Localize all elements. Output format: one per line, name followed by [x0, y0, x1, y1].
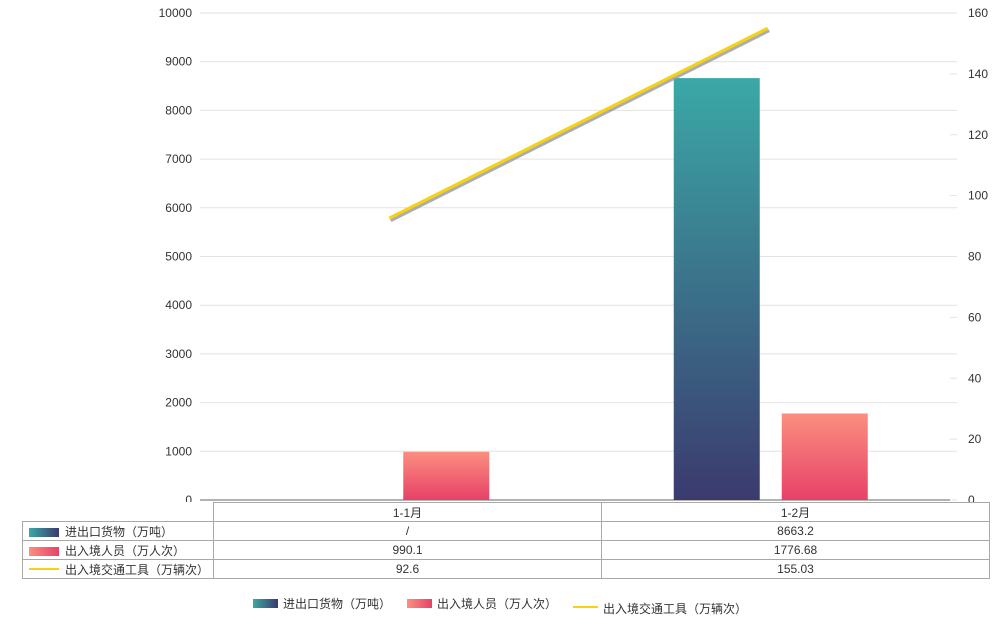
right-axis-tick: 140: [968, 67, 988, 81]
left-axis-tick: 3000: [165, 347, 192, 361]
right-axis-tick: 60: [968, 310, 982, 324]
legend-item-label: 出入境人员（万人次）: [436, 597, 557, 611]
left-axis-tick: 0: [185, 493, 192, 502]
right-axis-tick: 80: [968, 250, 982, 264]
table-header-row: 1-1月 1-2月: [23, 502, 991, 522]
legend-item-entry-exit-vehicles[interactable]: 出入境交通工具（万辆次）: [573, 600, 747, 617]
right-axis-tick: 20: [968, 432, 982, 446]
line-shadow-entry-exit-vehicles: [390, 29, 770, 222]
legend-swatch-import-export-cargo: [252, 599, 278, 608]
legend-swatch-entry-exit-passengers: [29, 546, 59, 556]
combo-chart: 0100020003000400050006000700080009000100…: [159, 6, 989, 502]
right-axis-tick: 0: [968, 493, 975, 502]
legend-line-swatch-entry-exit-vehicles: [29, 567, 59, 570]
table-row: 进出口货物（万吨）/8663.2: [21, 521, 991, 541]
table-value-cell: 155.03: [601, 559, 991, 579]
left-axis-tick: 8000: [165, 103, 192, 117]
legend-item-import-export-cargo[interactable]: 进出口货物（万吨）: [252, 595, 391, 612]
bar-entry-exit-passengers-1[interactable]: [781, 413, 868, 500]
left-axis-tick: 4000: [165, 298, 192, 312]
legend-swatch-import-export-cargo: [29, 527, 59, 537]
legend-item-label: 进出口货物（万吨）: [282, 597, 391, 611]
table-value-cell: /: [213, 521, 603, 541]
left-axis-tick: 10000: [159, 6, 193, 20]
legend-item-entry-exit-passengers[interactable]: 出入境人员（万人次）: [406, 595, 557, 612]
bar-entry-exit-passengers-0[interactable]: [403, 451, 490, 500]
table-series-label: 出入境人员（万人次）: [21, 540, 215, 560]
left-axis-tick: 1000: [165, 444, 192, 458]
right-axis-tick: 160: [968, 6, 988, 20]
table-category-header: 1-2月: [601, 502, 991, 522]
table-category-header: 1-1月: [213, 502, 603, 522]
legend-line-swatch-entry-exit-vehicles: [573, 606, 598, 608]
table-value-cell: 92.6: [213, 559, 603, 579]
table-value-cell: 990.1: [213, 540, 603, 560]
right-axis-tick: 40: [968, 371, 982, 385]
table-corner-cell: [23, 503, 214, 522]
data-table: 1-1月 1-2月 进出口货物（万吨）/8663.2 出入境人员（万人次） 990.…: [21, 502, 991, 579]
legend-item-label: 出入境交通工具（万辆次）: [603, 602, 748, 616]
table-series-label: 出入境交通工具（万辆次）: [21, 559, 215, 579]
right-axis-tick: 120: [968, 128, 988, 142]
left-axis-tick: 2000: [165, 396, 192, 410]
left-axis-tick: 5000: [165, 250, 192, 264]
left-axis-tick: 9000: [165, 55, 192, 69]
table-value-cell: 8663.2: [601, 521, 991, 541]
left-axis-tick: 6000: [165, 201, 192, 215]
table-row: 出入境人员（万人次） 990.1 1776.68: [21, 540, 991, 560]
legend-swatch-entry-exit-passengers: [406, 599, 432, 608]
table-value-cell: 1776.68: [601, 540, 991, 560]
line-entry-exit-vehicles[interactable]: [388, 26, 769, 220]
right-axis-tick: 100: [968, 189, 988, 203]
table-row: 出入境交通工具（万辆次） 92.6 155.03: [21, 559, 991, 579]
left-axis-tick: 7000: [165, 152, 192, 166]
table-series-label: 进出口货物（万吨）: [21, 521, 215, 541]
chart-legend: 进出口货物（万吨） 出入境人员（万人次） 出入境交通工具（万辆次）: [0, 595, 1000, 617]
bar-import-export-cargo-1[interactable]: [673, 78, 760, 500]
